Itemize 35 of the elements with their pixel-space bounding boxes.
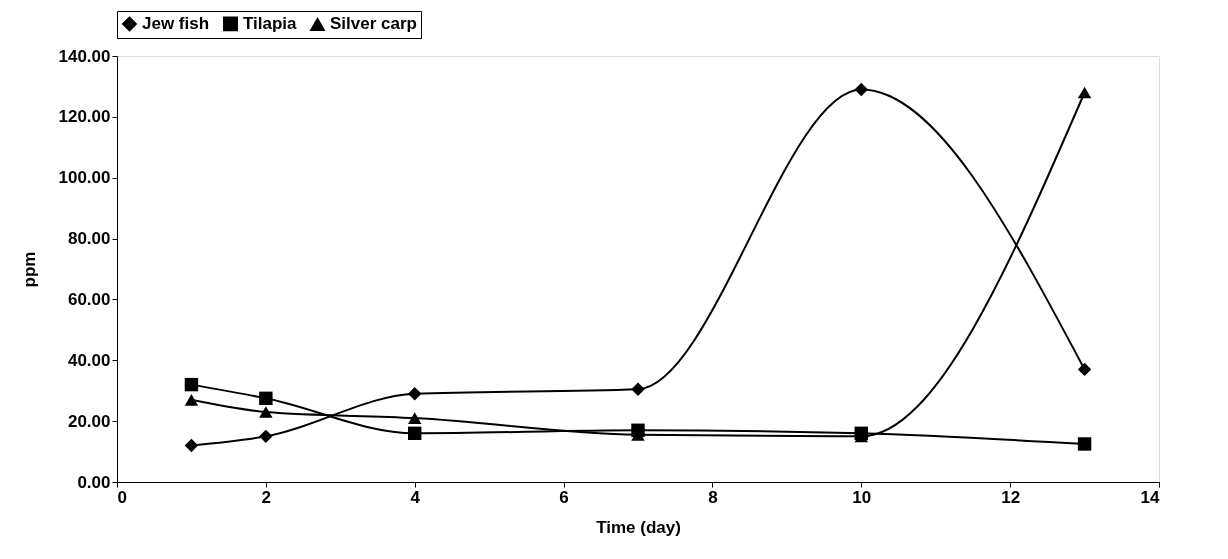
point <box>408 426 422 441</box>
legend-label: Tilapia <box>243 13 298 33</box>
point <box>1077 437 1092 451</box>
y-tick-label: 80.00 <box>67 229 111 249</box>
x-tick-label: 14 <box>1140 487 1161 507</box>
point <box>259 391 273 406</box>
x-tick-label: 10 <box>852 487 872 507</box>
point <box>1077 362 1092 377</box>
point <box>408 412 422 424</box>
x-tick-label: 6 <box>559 487 569 507</box>
y-tick-label: 0.00 <box>77 472 111 492</box>
legend-label: Silver carp <box>330 14 417 34</box>
y-tick-label: 20.00 <box>67 411 111 431</box>
x-tick-label: 2 <box>261 487 272 507</box>
x-axis-title: Time (day) <box>596 517 681 537</box>
x-tick-label: 12 <box>1001 487 1021 507</box>
legend-label: Jew fish <box>142 13 210 33</box>
x-tick-label: 0 <box>117 487 127 507</box>
point <box>184 438 199 453</box>
y-axis-title: ppm <box>19 251 39 288</box>
point <box>184 394 199 406</box>
y-tick-label: 40.00 <box>67 350 111 370</box>
point <box>184 377 199 392</box>
point <box>408 387 422 401</box>
point <box>854 82 868 97</box>
y-tick-label: 140.00 <box>58 46 111 66</box>
x-tick-label: 8 <box>708 487 718 507</box>
point <box>631 382 645 396</box>
y-tick-label: 120.00 <box>58 107 111 127</box>
x-tick-label: 4 <box>410 487 421 507</box>
point <box>259 429 273 444</box>
y-tick-label: 60.00 <box>67 289 111 309</box>
point <box>1077 86 1092 99</box>
point <box>259 406 273 418</box>
y-tick-label: 100.00 <box>58 168 111 188</box>
